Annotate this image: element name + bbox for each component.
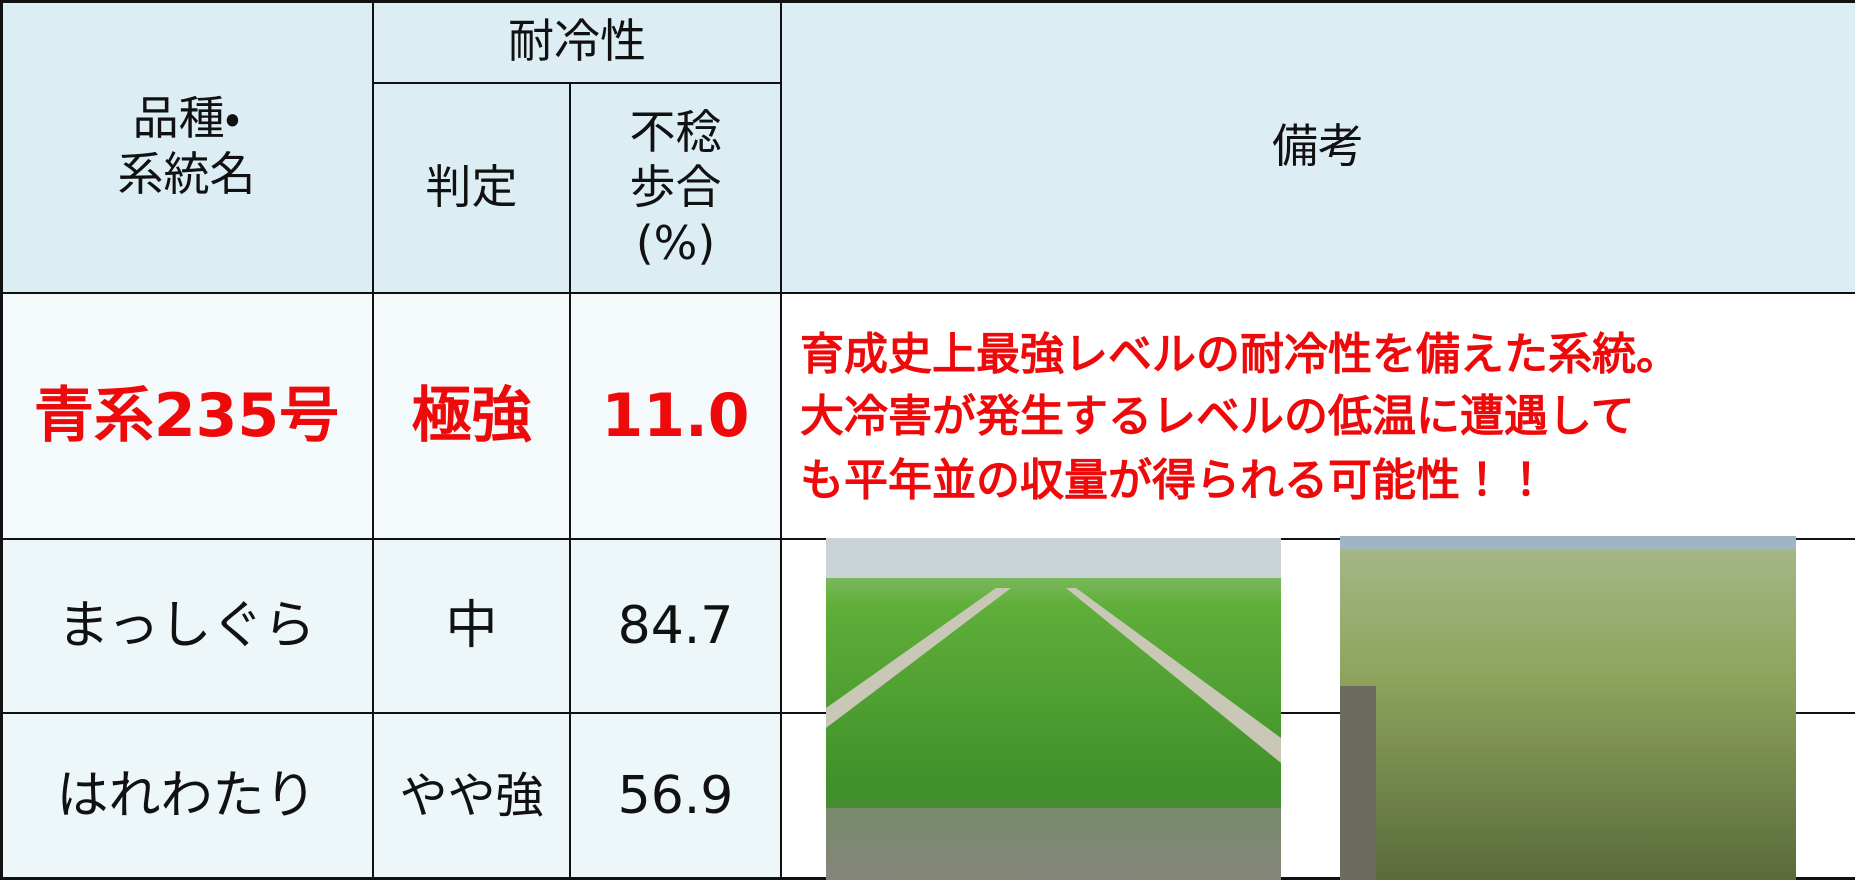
variety-cell: まっしぐら: [0, 539, 373, 713]
border: [0, 0, 1855, 3]
remark-line: も平年並の収量が得られる可能性！！: [800, 444, 1548, 508]
variety-cell: 青系235号: [0, 293, 373, 539]
page: {"table": { "header": { "variety": ["品種・…: [0, 0, 1855, 880]
header-line: (%): [636, 216, 716, 271]
border: [0, 292, 1855, 294]
sterility-cell: 11.0: [570, 293, 781, 539]
border: [780, 0, 782, 880]
border: [569, 83, 571, 880]
header-line: 不稔: [630, 105, 722, 160]
header-line: 系統名: [118, 147, 256, 202]
remark-line: 育成史上最強レベルの耐冷性を備えた系統。: [800, 318, 1680, 382]
border: [373, 82, 781, 84]
sterility-cell: 56.9: [570, 713, 781, 880]
sterility-header: 不稔 歩合 (%): [570, 83, 781, 293]
page-body: 品種・ 系統名 耐冷性 判定 不稔 歩合 (%) 備考 青系235号 極強 11…: [0, 0, 1855, 880]
border: [0, 0, 3, 880]
remark-line: 大冷害が発生するレベルの低温に遭遇して: [800, 380, 1635, 444]
header-line: 歩合: [630, 160, 722, 215]
sterility-cell: 84.7: [570, 539, 781, 713]
border: [372, 0, 374, 880]
header-line: 品種・: [133, 91, 241, 146]
cold-tolerance-header: 耐冷性: [373, 0, 781, 83]
variety-header: 品種・ 系統名: [0, 0, 373, 293]
paddy-photo: [826, 538, 1281, 880]
rice-photo: [1340, 536, 1796, 880]
judgement-header: 判定: [373, 83, 570, 293]
judgement-cell: やや強: [373, 713, 570, 880]
judgement-cell: 中: [373, 539, 570, 713]
remarks-header: 備考: [781, 0, 1855, 293]
variety-cell: はれわたり: [0, 713, 373, 880]
judgement-cell: 極強: [373, 293, 570, 539]
